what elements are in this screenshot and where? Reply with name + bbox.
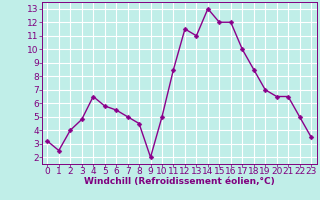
X-axis label: Windchill (Refroidissement éolien,°C): Windchill (Refroidissement éolien,°C) (84, 177, 275, 186)
